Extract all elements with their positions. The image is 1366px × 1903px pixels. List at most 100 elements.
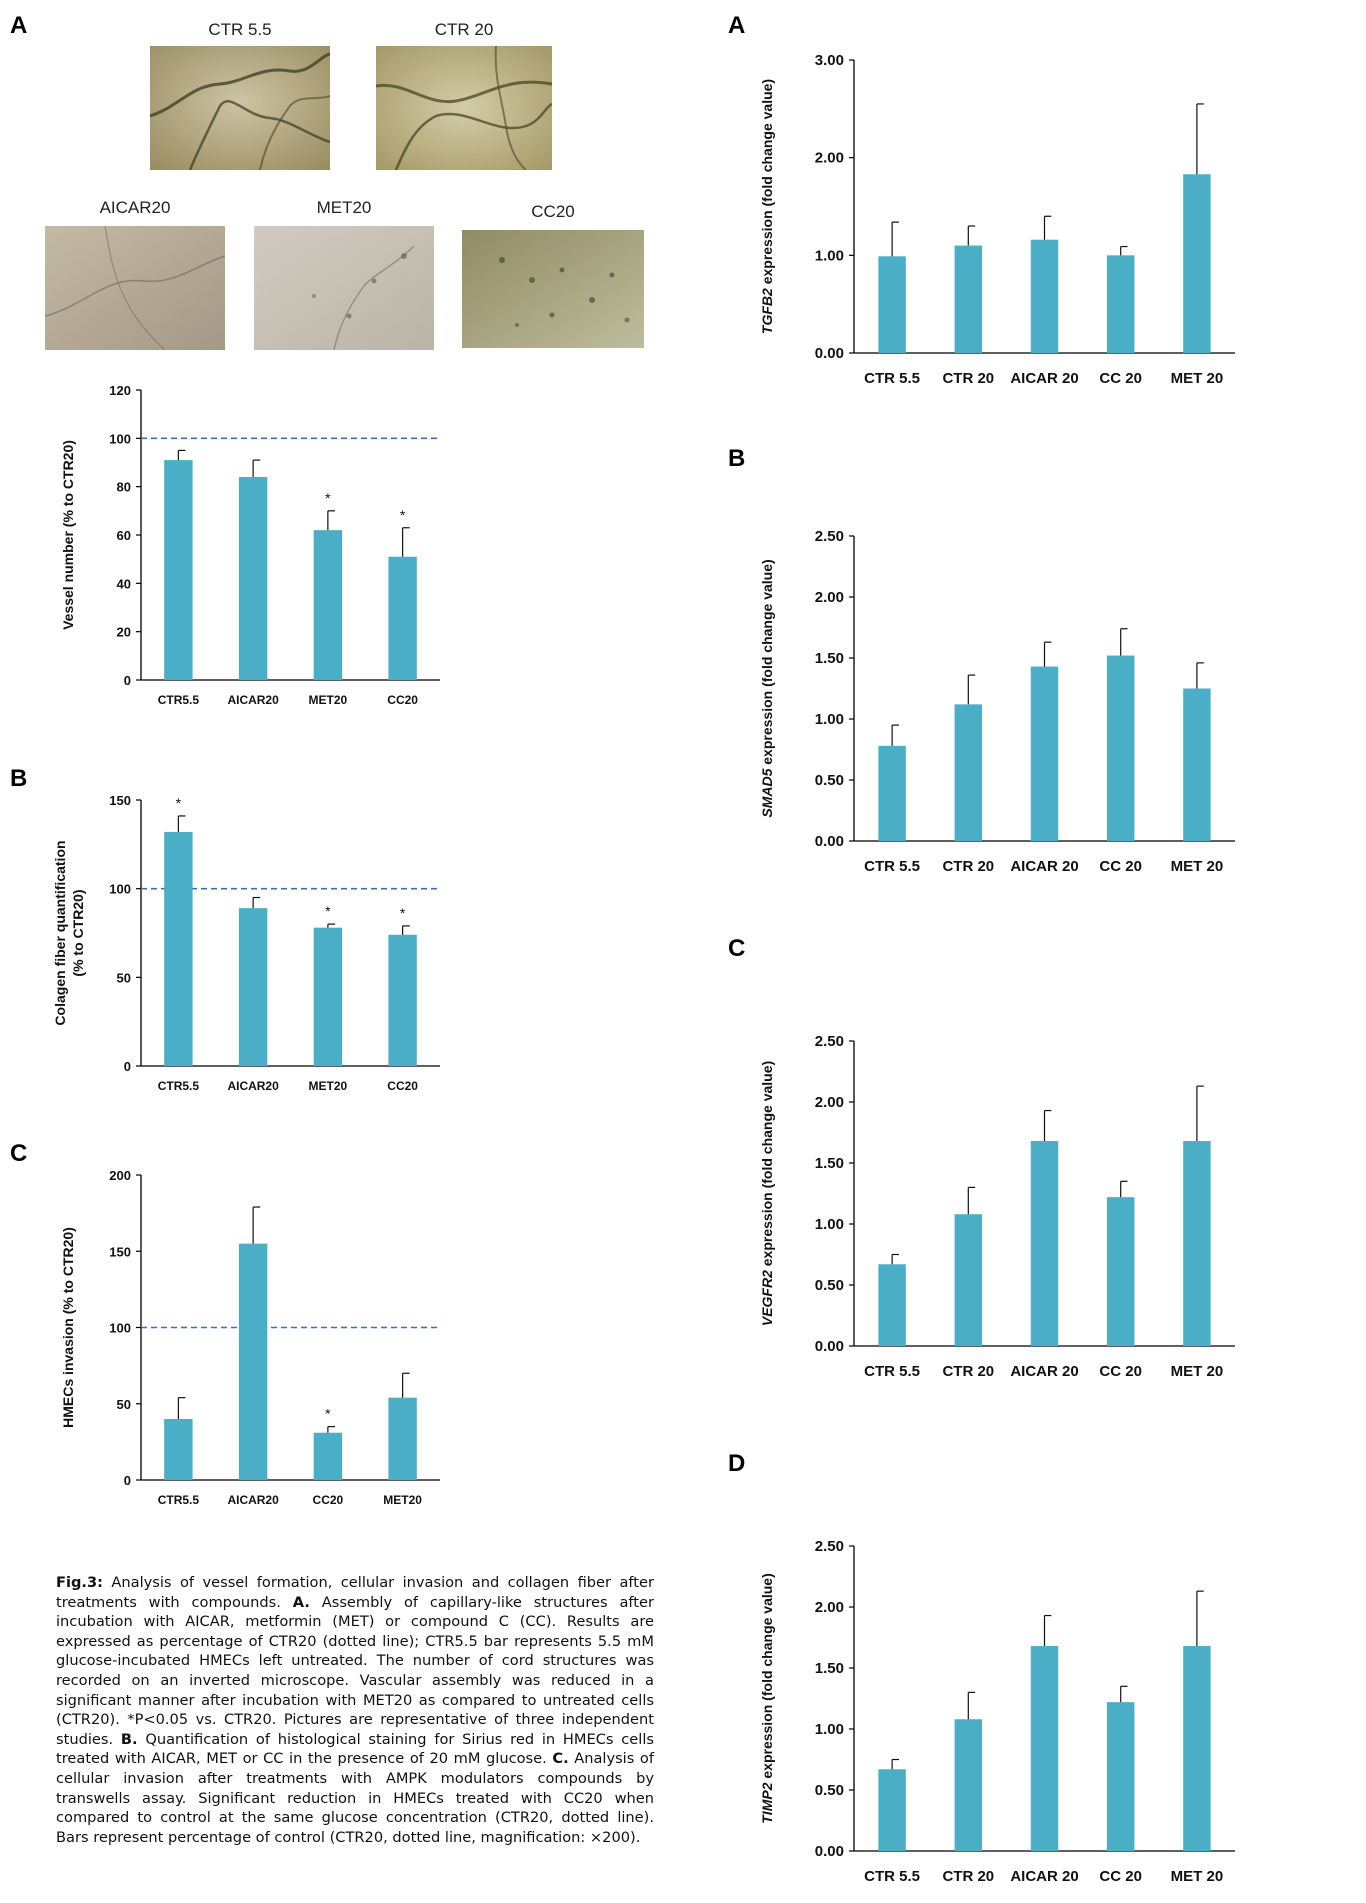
- y-tick-label: 120: [109, 383, 131, 398]
- y-tick-label: 20: [117, 625, 131, 640]
- bar: [164, 831, 193, 1066]
- y-tick-label: 2.50: [815, 1033, 844, 1050]
- bar: [878, 745, 906, 841]
- chart-vessel-number: 0 20 40 60 80 100 120 CTR5.5 AICAR20 * MET20 * CC20 V…: [60, 383, 440, 707]
- y-tick-label: 0: [124, 1473, 131, 1488]
- y-tick-label: 0.00: [815, 1338, 844, 1355]
- x-tick-label: CC20: [313, 1493, 344, 1507]
- chart-smad5-expression: 0.00 0.50 1.00 1.50 2.00 2.50 CTR 5.5 CTR 20 AIC…: [759, 528, 1235, 875]
- chart-hmecs-invasion: 0 50 100 150 200 CTR5.5 AICAR20 * CC20 MET20 HMECs…: [60, 1168, 440, 1507]
- y-tick-label: 60: [117, 528, 131, 543]
- x-tick-label: CTR 5.5: [864, 1363, 920, 1380]
- x-tick-label: AICAR 20: [1010, 1868, 1078, 1885]
- chart-vegfr2-expression: 0.00 0.50 1.00 1.50 2.00 2.50 CTR 5.5 CTR 20 AIC…: [759, 1033, 1235, 1380]
- bar: [954, 245, 983, 353]
- y-tick-label: 0.00: [815, 833, 844, 850]
- significance-label: *: [325, 903, 331, 919]
- x-tick-label: AICAR 20: [1010, 858, 1078, 875]
- y-tick-label: 0: [124, 1059, 131, 1074]
- y-axis-label: VEGFR2 expression (fold change value): [759, 1061, 775, 1326]
- caption-b-label: B.: [120, 1730, 138, 1748]
- bar: [1183, 1646, 1211, 1851]
- bar: [1183, 174, 1211, 353]
- figure-caption: Fig.3: Analysis of vessel formation, cel…: [56, 1573, 654, 1847]
- y-axis-label: SMAD5 expression (fold change value): [759, 559, 775, 817]
- significance-label: *: [400, 507, 406, 523]
- y-tick-label: 2.00: [815, 1094, 844, 1111]
- y-tick-label: 50: [117, 1397, 131, 1412]
- left-panel-a-letter: A: [10, 12, 28, 39]
- right-panel-b-letter: B: [728, 445, 746, 472]
- significance-label: *: [176, 795, 182, 811]
- bar: [1183, 1141, 1211, 1346]
- bar: [388, 934, 417, 1066]
- caption-text-4: Analysis of cellular invasion after trea…: [56, 1750, 654, 1846]
- left-panel-c-letter: C: [10, 1140, 28, 1167]
- y-axis-label: Colagen fiber quantification: [52, 840, 68, 1025]
- caption-text-2: Assembly of capillary-like structures af…: [56, 1593, 654, 1748]
- y-tick-label: 100: [109, 882, 131, 897]
- y-tick-label: 1.00: [815, 1721, 844, 1738]
- bar: [238, 1243, 268, 1480]
- y-tick-label: 100: [109, 1321, 131, 1336]
- bar: [954, 1719, 983, 1851]
- bar: [1106, 1702, 1135, 1851]
- x-tick-label: MET 20: [1171, 370, 1224, 387]
- left-panel-b-letter: B: [10, 765, 28, 792]
- significance-label: *: [400, 905, 406, 921]
- x-tick-label: AICAR 20: [1010, 1363, 1078, 1380]
- x-tick-label: CTR 20: [942, 1868, 994, 1885]
- y-tick-label: 1.50: [815, 1155, 844, 1172]
- x-tick-label: CC20: [387, 693, 418, 707]
- bar: [878, 256, 906, 353]
- y-tick-label: 0: [124, 673, 131, 688]
- y-tick-label: 0.00: [815, 345, 844, 362]
- bar: [878, 1769, 906, 1851]
- x-tick-label: CC 20: [1099, 370, 1142, 387]
- bar: [1030, 666, 1059, 841]
- bar: [1183, 688, 1211, 841]
- micrograph-label-met20: MET20: [316, 198, 372, 217]
- x-tick-label: CC 20: [1099, 858, 1142, 875]
- bar: [238, 908, 268, 1066]
- micrograph-label-ctr55: CTR 5.5: [208, 20, 272, 39]
- micrograph-cc20-image: [462, 230, 644, 348]
- x-tick-label: CTR5.5: [158, 693, 200, 707]
- significance-label: *: [325, 490, 331, 506]
- bar: [388, 1397, 417, 1480]
- y-tick-label: 40: [117, 576, 131, 591]
- x-tick-label: CTR 5.5: [864, 370, 920, 387]
- y-tick-label: 2.50: [815, 1538, 844, 1555]
- y-tick-label: 3.00: [815, 52, 844, 69]
- y-tick-label: 2.00: [815, 589, 844, 606]
- bar: [1106, 1197, 1135, 1346]
- bar: [1106, 255, 1135, 353]
- y-tick-label: 0.50: [815, 772, 844, 789]
- x-tick-label: MET20: [383, 1493, 422, 1507]
- micrograph-label-aicar20: AICAR20: [99, 198, 171, 217]
- y-tick-label: 2.00: [815, 1599, 844, 1616]
- bar: [1030, 1141, 1059, 1346]
- x-tick-label: MET 20: [1171, 1868, 1224, 1885]
- bar: [164, 1419, 193, 1480]
- x-tick-label: CTR 20: [942, 370, 994, 387]
- caption-text-1: Analysis of vessel formation, cellular i…: [56, 1574, 654, 1611]
- y-tick-label: 1.50: [815, 650, 844, 667]
- bar: [1030, 1646, 1059, 1851]
- bar: [313, 927, 343, 1066]
- caption-c-label: C.: [552, 1750, 569, 1768]
- bar: [878, 1264, 906, 1346]
- x-tick-label: AICAR 20: [1010, 370, 1078, 387]
- chart-tgfb2-expression: 0.00 1.00 2.00 3.00 CTR 5.5 CTR 20 AICAR 20 CC …: [759, 52, 1235, 387]
- micrograph-aicar20-image: [45, 226, 225, 350]
- bar: [954, 704, 983, 841]
- y-tick-label: 50: [117, 970, 131, 985]
- bar: [238, 477, 268, 680]
- bar: [164, 460, 193, 680]
- y-tick-label: 1.50: [815, 1660, 844, 1677]
- x-tick-label: MET20: [309, 693, 348, 707]
- x-tick-label: CC 20: [1099, 1363, 1142, 1380]
- x-tick-label: MET 20: [1171, 1363, 1224, 1380]
- caption-fig-label: Fig.3:: [56, 1574, 103, 1591]
- x-tick-label: CTR 20: [942, 858, 994, 875]
